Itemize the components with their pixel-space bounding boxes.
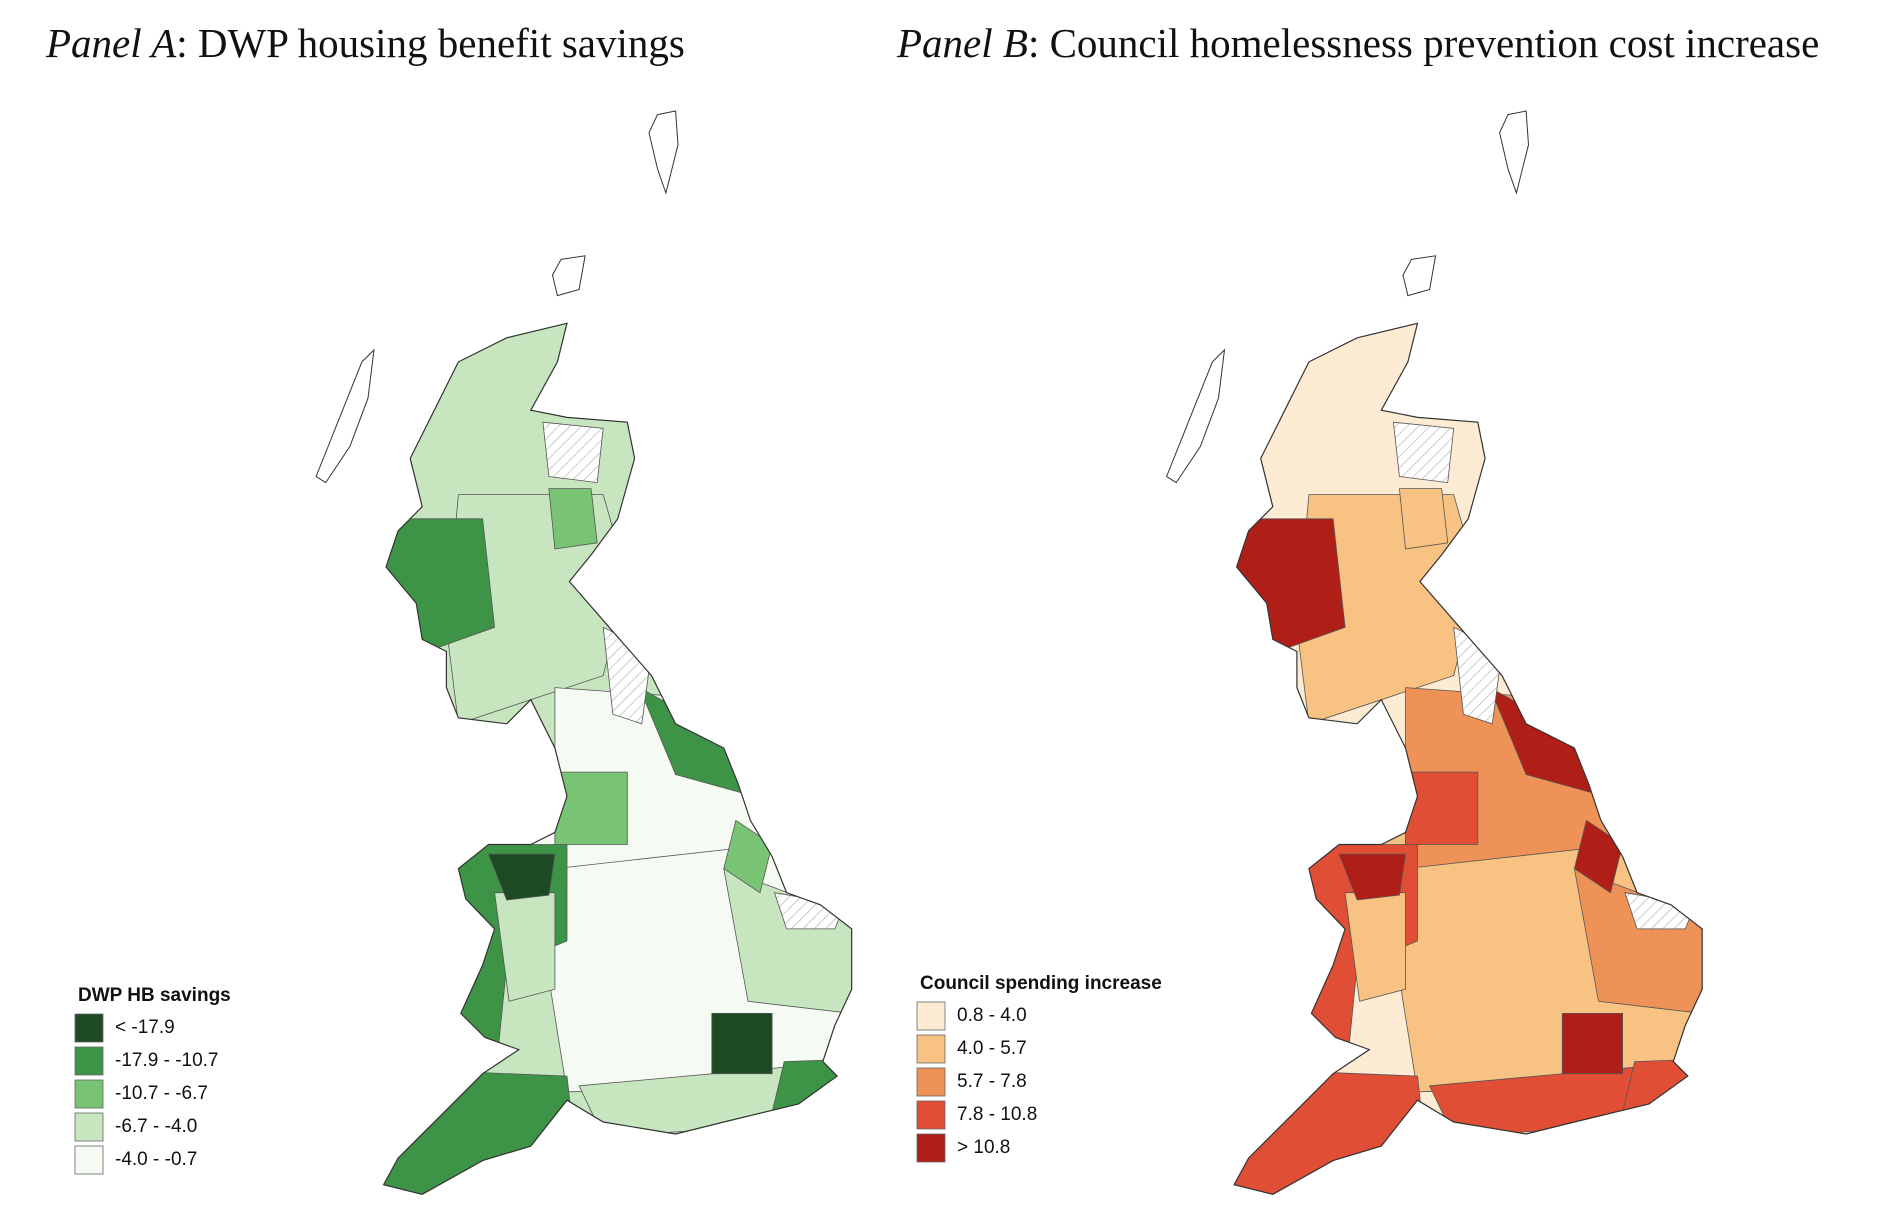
- legend-label: -4.0 - -0.7: [115, 1149, 197, 1170]
- legend-swatch: [74, 1046, 104, 1076]
- region: [1234, 1067, 1433, 1195]
- legend-label: 4.0 - 5.7: [957, 1038, 1027, 1059]
- legend-swatch: [916, 1100, 946, 1130]
- region: [771, 1058, 852, 1113]
- island: [551, 255, 586, 297]
- panel-title-text: : Council homelessness prevention cost i…: [1028, 20, 1819, 66]
- island: [1499, 110, 1530, 195]
- panel-title-text: : DWP housing benefit savings: [176, 20, 685, 66]
- region: [1624, 892, 1696, 930]
- legend-title: Council spending increase: [920, 973, 1162, 994]
- legend-label: -6.7 - -4.0: [115, 1116, 197, 1137]
- region: [773, 892, 846, 930]
- island: [648, 110, 679, 195]
- region: [1622, 1058, 1703, 1113]
- legend-swatch: [74, 1112, 104, 1142]
- legend-label: > 10.8: [957, 1137, 1010, 1158]
- legend: Council spending increase 0.8 - 4.0 4.0 - …: [916, 973, 1162, 1163]
- panel-title: Panel A: DWP housing benefit savings: [45, 20, 685, 66]
- map: [1165, 110, 1703, 1195]
- map-outline: [382, 322, 853, 1195]
- island: [315, 348, 375, 484]
- legend-title: DWP HB savings: [78, 985, 231, 1006]
- region: [383, 1067, 582, 1195]
- region: [542, 421, 604, 484]
- regions: [1234, 421, 1703, 1195]
- legend-label: 5.7 - 7.8: [957, 1071, 1027, 1092]
- region: [1561, 1013, 1623, 1075]
- region: [711, 1013, 773, 1075]
- island: [1402, 255, 1437, 297]
- legend-label: 7.8 - 10.8: [957, 1104, 1037, 1125]
- legend-label: -10.7 - -6.7: [115, 1083, 208, 1104]
- legends: DWP HB savings < -17.9 -17.9 - -10.7 -10.7 …: [74, 973, 1162, 1175]
- legend-swatch: [916, 1133, 946, 1163]
- legend-swatch: [916, 1067, 946, 1097]
- legend-label: 0.8 - 4.0: [957, 1005, 1027, 1026]
- panel-label: Panel B: [896, 20, 1028, 66]
- regions: [383, 421, 852, 1195]
- legend-label: -17.9 - -10.7: [115, 1050, 219, 1071]
- panel-title: Panel B: Council homelessness prevention…: [896, 20, 1819, 66]
- region: [554, 771, 628, 845]
- map: [315, 110, 853, 1195]
- legend-label: < -17.9: [115, 1017, 175, 1038]
- region: [1392, 421, 1455, 484]
- region: [1398, 488, 1449, 550]
- legend-swatch: [74, 1079, 104, 1109]
- region: [548, 488, 598, 550]
- region: [1405, 771, 1479, 845]
- region: [488, 853, 556, 901]
- island: [1165, 348, 1226, 484]
- legend: DWP HB savings < -17.9 -17.9 - -10.7 -10.7 …: [74, 985, 231, 1175]
- legend-swatch: [916, 1034, 946, 1064]
- legend-swatch: [74, 1145, 104, 1175]
- panel-label: Panel A: [45, 20, 177, 66]
- legend-swatch: [916, 1001, 946, 1031]
- region: [1338, 853, 1406, 901]
- legend-swatch: [74, 1013, 104, 1043]
- map-outline: [1233, 322, 1703, 1195]
